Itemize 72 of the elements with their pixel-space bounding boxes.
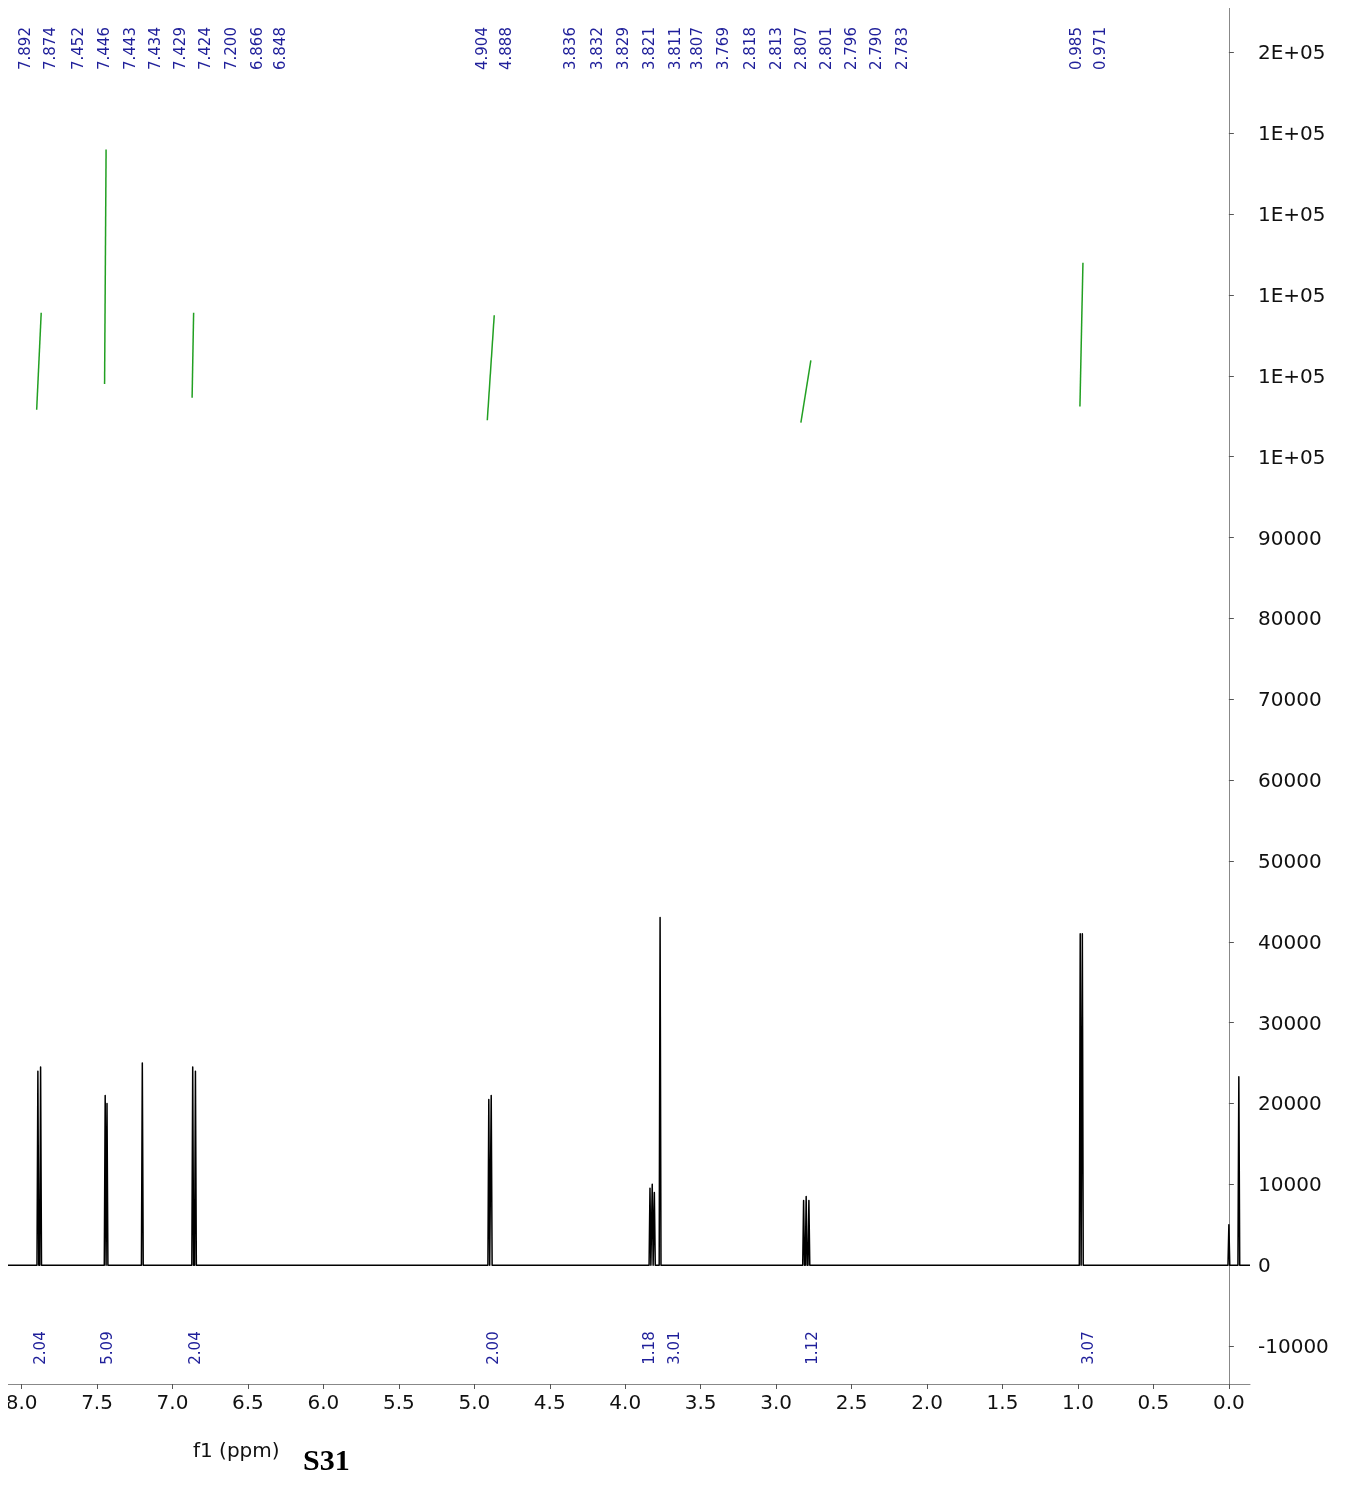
- annotation: 6.848: [271, 27, 289, 70]
- x-tick-label: 5.0: [458, 1390, 491, 1414]
- y-tick-label: 80000: [1258, 606, 1322, 631]
- text: S31: [303, 1442, 350, 1476]
- x-tick-label: 6.0: [307, 1390, 340, 1414]
- y-tick-label: 30000: [1258, 1010, 1322, 1035]
- annotation: 7.892: [16, 27, 34, 70]
- annotation: 3.829: [614, 27, 632, 70]
- y-tick-label: 90000: [1258, 525, 1322, 550]
- annotation: 2.801: [817, 27, 835, 70]
- y-tick-label: 1E+05: [1258, 363, 1326, 388]
- annotation: 0.985: [1067, 27, 1085, 70]
- annotation: 4.904: [473, 27, 491, 70]
- annotation: 2.818: [741, 27, 759, 70]
- y-tick-label: 1E+05: [1258, 444, 1326, 469]
- annotation: 2.807: [792, 27, 810, 70]
- annotation: 3.836: [561, 27, 579, 70]
- annotation: 2.813: [767, 27, 785, 70]
- annotation: 7.452: [69, 27, 87, 70]
- annotation: 2.796: [842, 27, 860, 70]
- y-tick-label: 70000: [1258, 687, 1322, 712]
- annotation: 7.424: [196, 27, 214, 70]
- annotation: 3.769: [714, 27, 732, 70]
- y-tick-label: 40000: [1258, 929, 1322, 954]
- x-tick-label: 4.5: [533, 1390, 566, 1414]
- x-tick-label: 6.5: [232, 1390, 264, 1414]
- annotation: 0.971: [1091, 27, 1109, 70]
- y-tick-label: 1E+05: [1258, 202, 1326, 227]
- y-tick-label: 20000: [1258, 1091, 1322, 1116]
- x-tick-label: 1.0: [1062, 1390, 1094, 1414]
- annotation: 7.443: [121, 27, 139, 70]
- y-tick-label: 0: [1258, 1253, 1271, 1278]
- annotation: 2.00: [484, 1331, 502, 1365]
- x-axis-title: f1 (ppm): [193, 1438, 280, 1462]
- y-tick-label: 1E+05: [1258, 121, 1326, 146]
- x-tick-label: 3.5: [684, 1390, 717, 1414]
- x-tick-label: 1.5: [986, 1390, 1019, 1414]
- y-tick-label: 1E+05: [1258, 283, 1326, 307]
- annotation: 3.07: [1079, 1331, 1097, 1365]
- annotation: 4.888: [497, 27, 515, 70]
- annotation: 1.12: [803, 1331, 821, 1365]
- annotation: 3.01: [665, 1331, 683, 1365]
- annotation: 3.811: [666, 27, 684, 70]
- annotation: 5.09: [98, 1331, 116, 1365]
- annotation: 6.866: [248, 27, 266, 70]
- y-tick-label: 10000: [1258, 1172, 1322, 1197]
- x-tick-label: 0.5: [1137, 1390, 1170, 1414]
- annotation: 7.446: [95, 27, 113, 70]
- y-tick-label: -10000: [1258, 1334, 1329, 1358]
- x-tick-label: 7.0: [156, 1390, 189, 1414]
- x-tick-label: 2.0: [911, 1390, 943, 1414]
- annotation: 7.429: [171, 27, 189, 70]
- annotation: 2.783: [893, 27, 911, 70]
- annotation: 7.874: [41, 27, 59, 70]
- annotation: 2.04: [186, 1331, 204, 1365]
- y-tick-label: 50000: [1258, 848, 1322, 873]
- annotation: 3.832: [588, 27, 606, 70]
- x-tick-label: 3.0: [760, 1390, 793, 1414]
- x-tick-label: 0.0: [1212, 1390, 1245, 1414]
- annotation: 7.434: [146, 27, 164, 70]
- annotation: 3.807: [688, 27, 706, 70]
- y-tick-label: 60000: [1258, 768, 1322, 793]
- y-tick-label: 2E+05: [1258, 40, 1326, 65]
- annotation: 2.790: [867, 27, 885, 70]
- annotation: 2.04: [31, 1331, 49, 1365]
- x-tick-label: 5.5: [382, 1390, 415, 1414]
- x-tick-label: 2.5: [835, 1390, 868, 1414]
- annotation: 3.821: [640, 27, 658, 70]
- annotation: 7.200: [222, 27, 240, 70]
- x-tick-label: 4.0: [609, 1390, 642, 1414]
- x-tick-label: 7.5: [81, 1390, 113, 1414]
- annotation: 1.18: [640, 1331, 658, 1365]
